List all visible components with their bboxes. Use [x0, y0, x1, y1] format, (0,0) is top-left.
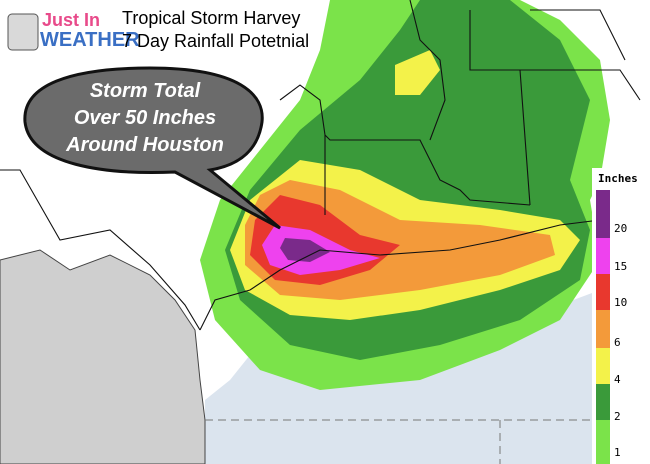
legend-swatch	[596, 348, 610, 384]
legend-swatch	[596, 274, 610, 310]
legend-label: 1	[614, 446, 621, 459]
legend-swatch	[596, 310, 610, 348]
legend-label: 6	[614, 336, 621, 349]
legend-label: 2	[614, 410, 621, 423]
rain-20in	[280, 238, 330, 262]
mexico	[0, 249, 206, 464]
callout-line: Over 50 Inches	[74, 107, 216, 129]
legend-swatch	[596, 420, 610, 464]
callout-line: Storm Total	[90, 80, 201, 102]
legend-label: 20	[614, 222, 627, 235]
rain-4in-north	[395, 50, 440, 95]
logo-icon	[7, 13, 39, 51]
legend-label: 10	[614, 296, 627, 309]
title-line: Tropical Storm Harvey	[122, 8, 300, 28]
legend-swatch	[596, 384, 610, 420]
legend-label: 15	[614, 260, 627, 273]
logo-line2: WEATHER	[40, 29, 140, 51]
callout-bubble	[23, 66, 281, 230]
title-line: 7 Day Rainfall Potetnial	[122, 31, 309, 51]
legend-swatch	[596, 190, 610, 238]
borders	[0, 0, 641, 331]
legend-label: 4	[614, 373, 621, 386]
callout-line: Around Houston	[65, 134, 224, 156]
legend-swatch	[596, 238, 610, 274]
legend-title: Inches	[598, 172, 638, 185]
logo-line1: Just In	[42, 10, 100, 30]
